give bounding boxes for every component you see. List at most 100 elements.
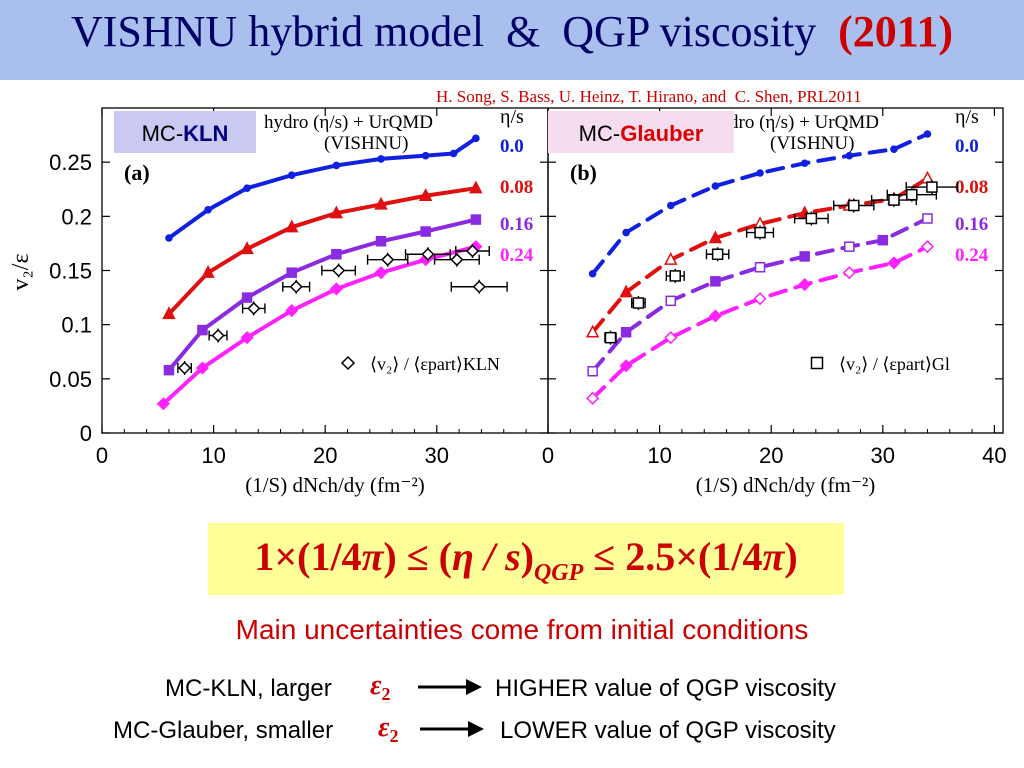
formula-ratio: η / s [452, 534, 521, 579]
formula-pi-1: π [361, 534, 384, 579]
model-tag-name: Glauber [620, 121, 704, 146]
data-point [888, 194, 900, 206]
series-label-0.0: 0.0 [500, 136, 524, 157]
series-point [842, 266, 856, 280]
data-point [289, 280, 303, 294]
series-point [449, 149, 458, 158]
series-point [332, 161, 341, 170]
series-point [420, 226, 431, 237]
panel-label: (b) [570, 160, 597, 185]
series-point [710, 276, 721, 287]
title-bar [0, 0, 1024, 80]
legend-title: η/s [955, 106, 979, 128]
series-point [240, 241, 254, 255]
data-point [848, 199, 860, 212]
model-tag-name: KLN [183, 121, 228, 146]
formula-leq-1: ) ≤ ( [383, 534, 452, 579]
data-point [711, 248, 724, 260]
series-point [708, 309, 722, 323]
series-point [666, 201, 675, 210]
data-point [472, 280, 486, 294]
x-tick-label: 30 [425, 443, 449, 468]
series-point [665, 295, 677, 307]
epsilon-subscript: 2 [389, 726, 399, 746]
data-point [632, 297, 645, 309]
series-point [923, 130, 932, 138]
series-label-0.24: 0.24 [500, 245, 534, 266]
series-point [800, 159, 809, 168]
x-tick-label: 30 [871, 443, 895, 468]
model-tag: MC-Glauber [579, 121, 704, 146]
formula-end: ) [784, 534, 798, 579]
arrow-right-icon [420, 721, 484, 737]
series-point [329, 282, 343, 296]
x-tick-label: 0 [542, 443, 554, 468]
series-point [877, 234, 889, 246]
series-point [664, 331, 678, 345]
comparison-kln-left: MC-KLN, larger [165, 675, 332, 702]
uncertainty-text: Main uncertainties come from initial con… [235, 614, 809, 645]
formula-leq-2: ≤ 2.5×(1/4 [583, 534, 763, 579]
series-point [799, 251, 810, 262]
series-point [331, 249, 342, 260]
y-tick-label: 0.2 [61, 204, 92, 229]
series-label-0.16: 0.16 [955, 214, 988, 235]
y-tick-label: 0 [80, 421, 92, 446]
series-label-0.16: 0.16 [500, 214, 533, 235]
data-point [247, 301, 261, 315]
series-point [754, 262, 766, 273]
data-legend-label: ⟨v₂⟩ / ⟨εpart⟩Gl [839, 354, 950, 374]
x-tick-label: 40 [982, 443, 1006, 468]
series-point [619, 284, 633, 298]
series-point [204, 206, 212, 214]
data-legend-label: ⟨v₂⟩ / ⟨εpart⟩KLN [370, 354, 500, 374]
viscosity-bound-formula: 1×(1/4π) ≤ (η / s)QGP ≤ 2.5×(1/4π) [208, 533, 844, 587]
series-point [920, 240, 935, 254]
series-point [162, 306, 176, 320]
model-header-line2: (VISHNU) [324, 133, 408, 154]
data-point [754, 226, 766, 239]
comparison-kln-right: HIGHER value of QGP viscosity [495, 675, 836, 702]
series-point [243, 184, 251, 192]
series-label-0.08: 0.08 [955, 177, 988, 198]
series-point [472, 134, 480, 143]
series-line-0.16 [590, 216, 930, 374]
series-point [285, 304, 299, 318]
legend-marker [340, 355, 356, 371]
series-point [163, 364, 175, 376]
epsilon-kln: ε2 [370, 670, 390, 705]
epsilon-subscript: 2 [381, 684, 391, 704]
panel-label: (a) [124, 160, 150, 185]
slide-title: VISHNU hybrid model & QGP viscosity (201… [0, 6, 1024, 57]
x-tick-label: 10 [647, 443, 671, 468]
series-point [585, 324, 600, 338]
x-tick-label: 0 [96, 443, 108, 468]
series-point [620, 327, 632, 338]
series-point [374, 266, 388, 280]
series-point [156, 397, 170, 411]
x-axis-label: (1/S) dNch/dy (fm⁻²) [245, 473, 425, 497]
series-point [421, 151, 430, 160]
y-tick-label: 0.25 [49, 150, 92, 175]
series-point [374, 196, 388, 210]
x-tick-label: 20 [313, 443, 337, 468]
series-point [845, 151, 854, 160]
model-tag-box [114, 111, 256, 153]
model-header-line2: (VISHNU) [770, 133, 854, 154]
series-point [470, 214, 482, 225]
series-point [469, 180, 483, 194]
series-point [377, 155, 385, 163]
series-point [201, 265, 215, 278]
series-line-0.0 [166, 136, 478, 240]
series-point [240, 331, 254, 345]
data-point [421, 247, 435, 261]
series-point [329, 205, 344, 219]
series-point [586, 391, 600, 405]
series-line-0.08 [590, 176, 930, 335]
model-tag-prefix: MC- [579, 121, 621, 146]
series-point [756, 169, 764, 177]
model-tag-prefix: MC- [142, 121, 184, 146]
formula-pi-2: π [762, 534, 785, 579]
series-point [887, 256, 901, 270]
legend-title: η/s [500, 106, 524, 128]
